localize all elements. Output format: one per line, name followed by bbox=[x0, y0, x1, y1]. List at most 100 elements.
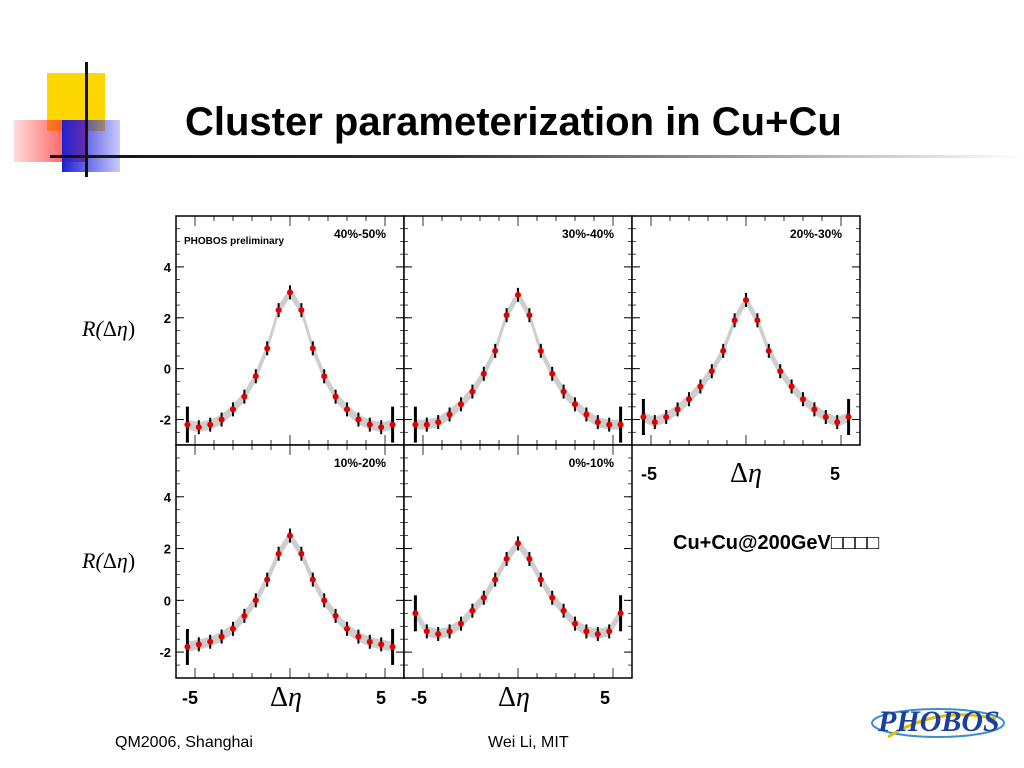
data-point bbox=[355, 633, 362, 640]
xtick-right-panel5: 5 bbox=[600, 688, 611, 708]
data-point bbox=[207, 638, 214, 645]
data-point bbox=[252, 597, 259, 604]
data-point bbox=[264, 345, 271, 352]
xtick-left-panel3: -5 bbox=[641, 464, 658, 484]
data-point bbox=[332, 393, 339, 400]
data-point bbox=[275, 307, 282, 314]
data-point bbox=[230, 406, 236, 413]
data-point bbox=[287, 532, 293, 539]
slide-title: Cluster parameterization in Cu+Cu bbox=[185, 100, 842, 144]
panel-frame-5 bbox=[403, 444, 633, 679]
ytick-label: 2 bbox=[164, 311, 171, 326]
panel-frame-2 bbox=[403, 215, 633, 446]
ytick-label: -2 bbox=[159, 645, 171, 660]
data-point bbox=[537, 347, 544, 354]
data-point bbox=[321, 373, 328, 380]
data-point bbox=[309, 576, 316, 583]
data-point bbox=[811, 406, 818, 413]
data-point bbox=[332, 612, 339, 619]
data-point bbox=[435, 419, 442, 426]
xtick-left-panel4: -5 bbox=[182, 688, 199, 708]
data-point bbox=[765, 347, 772, 354]
data-point bbox=[754, 317, 761, 324]
data-point bbox=[834, 419, 841, 426]
data-point bbox=[389, 421, 396, 428]
decor-vertical-line bbox=[85, 62, 88, 177]
centrality-label-3: 20%-30% bbox=[790, 227, 842, 241]
data-point bbox=[788, 383, 795, 390]
data-point bbox=[640, 414, 647, 421]
ytick-label: 2 bbox=[164, 542, 171, 557]
data-point bbox=[207, 421, 214, 428]
fit-band-3 bbox=[643, 294, 849, 428]
data-point bbox=[366, 638, 373, 645]
data-point bbox=[777, 368, 784, 375]
centrality-label-5: 0%-10% bbox=[569, 456, 615, 470]
ylabel-top: R(Δη) bbox=[82, 316, 136, 341]
data-point bbox=[526, 555, 533, 562]
ylabel-bottom: R(Δη) bbox=[82, 548, 136, 573]
data-point bbox=[743, 296, 749, 303]
data-point bbox=[515, 540, 521, 547]
data-point bbox=[594, 630, 601, 637]
data-point bbox=[344, 625, 350, 632]
panel-frame-3 bbox=[631, 215, 861, 446]
data-point bbox=[366, 421, 373, 428]
data-point bbox=[344, 406, 350, 413]
data-point bbox=[515, 291, 521, 298]
data-point bbox=[560, 388, 567, 395]
data-point bbox=[572, 620, 578, 627]
data-point bbox=[412, 610, 419, 617]
data-point bbox=[663, 414, 670, 421]
data-point bbox=[606, 421, 613, 428]
data-point bbox=[560, 607, 567, 614]
xlabel-panel4: Δη bbox=[270, 682, 302, 713]
data-point bbox=[355, 416, 362, 423]
data-point bbox=[731, 317, 738, 324]
data-point bbox=[503, 555, 510, 562]
data-point bbox=[230, 625, 236, 632]
data-point bbox=[298, 307, 305, 314]
data-point bbox=[195, 641, 202, 648]
xtick-right-panel4: 5 bbox=[376, 688, 387, 708]
decor-blue-square bbox=[62, 120, 120, 172]
data-point bbox=[720, 347, 727, 354]
data-point bbox=[241, 393, 248, 400]
data-point bbox=[674, 406, 681, 413]
data-point bbox=[321, 597, 328, 604]
data-point bbox=[446, 411, 453, 418]
data-point bbox=[617, 610, 624, 617]
panel-frame-1 bbox=[175, 215, 405, 446]
preliminary-tag: PHOBOS preliminary bbox=[184, 236, 284, 247]
data-point bbox=[378, 424, 385, 431]
fit-band-2 bbox=[415, 289, 621, 430]
data-point bbox=[298, 550, 305, 557]
data-point bbox=[549, 594, 556, 601]
svg-text:PHOBOS: PHOBOS bbox=[877, 705, 1000, 738]
xtick-right-panel3: 5 bbox=[830, 464, 841, 484]
data-point bbox=[503, 312, 510, 319]
data-point bbox=[218, 416, 225, 423]
data-point bbox=[537, 576, 544, 583]
ytick-label: -2 bbox=[159, 413, 171, 428]
fit-band-5 bbox=[415, 538, 621, 639]
data-point bbox=[606, 628, 613, 635]
data-point bbox=[264, 576, 271, 583]
data-point bbox=[458, 620, 464, 627]
data-point bbox=[252, 373, 259, 380]
data-point bbox=[309, 345, 316, 352]
data-point bbox=[287, 289, 293, 296]
data-point bbox=[480, 370, 487, 377]
ytick-label: 0 bbox=[164, 593, 171, 608]
data-point bbox=[435, 630, 442, 637]
data-point bbox=[617, 421, 624, 428]
xlabel-panel5: Δη bbox=[498, 682, 530, 713]
data-point bbox=[458, 401, 464, 408]
data-point bbox=[583, 411, 590, 418]
data-point bbox=[241, 612, 248, 619]
data-point bbox=[492, 347, 499, 354]
title-rule bbox=[50, 155, 1024, 158]
centrality-label-1: 40%-50% bbox=[334, 227, 386, 241]
footer-left: QM2006, Shanghai bbox=[115, 734, 253, 751]
